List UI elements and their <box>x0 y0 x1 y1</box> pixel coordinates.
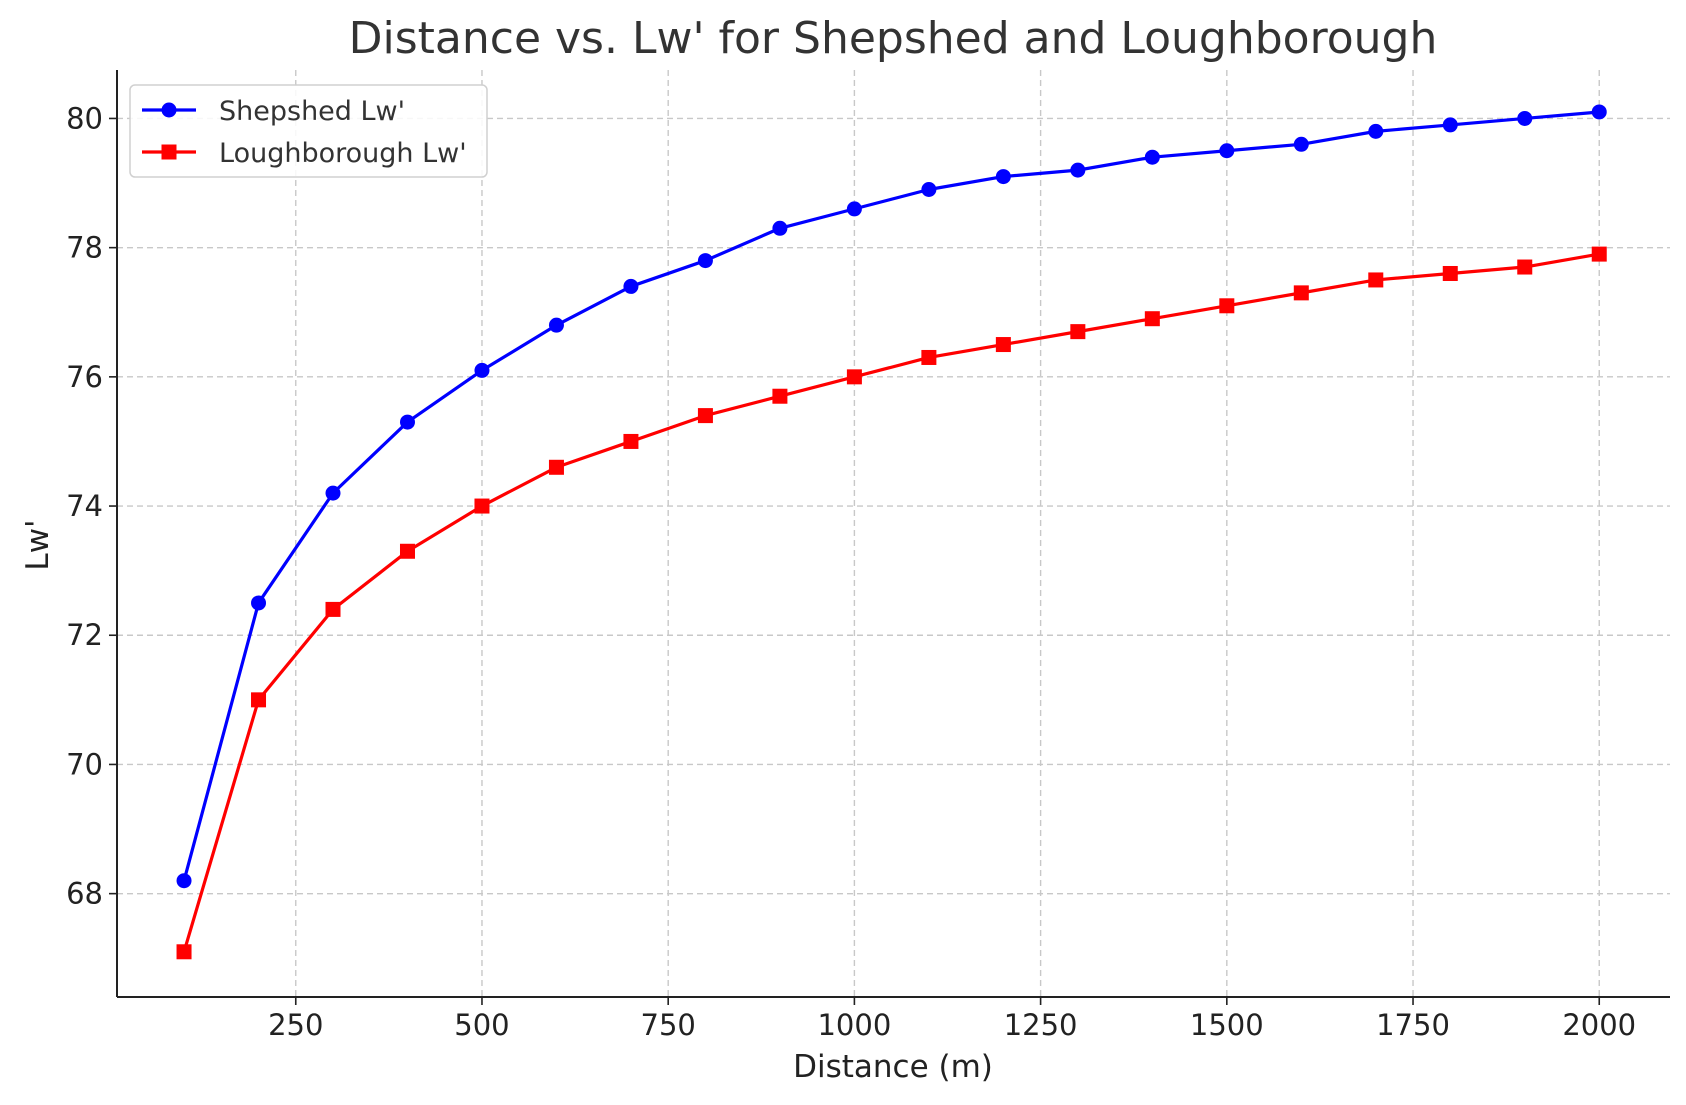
y-tick-label: 76 <box>66 360 103 394</box>
data-point-square <box>1517 259 1533 275</box>
y-tick-label: 78 <box>66 231 103 265</box>
data-point-square <box>176 944 192 960</box>
data-point-square <box>325 601 341 617</box>
y-axis-label: Lw' <box>20 519 56 570</box>
data-point-circle <box>772 220 788 236</box>
data-point-square <box>1070 324 1086 340</box>
data-point-circle <box>1517 110 1533 126</box>
data-point-circle <box>697 253 713 269</box>
axes-spines <box>116 70 1670 998</box>
series-line-0 <box>182 110 1600 882</box>
data-point-circle <box>846 201 862 217</box>
x-tick-label: 1250 <box>1004 1008 1078 1042</box>
data-point-circle <box>1219 143 1235 159</box>
data-point-circle <box>399 414 415 430</box>
y-tick-label: 80 <box>66 101 103 135</box>
data-point-square <box>697 408 713 424</box>
data-point-circle <box>623 278 639 294</box>
x-tick-label: 250 <box>268 1008 323 1042</box>
data-point-square <box>1293 285 1309 301</box>
data-point-square <box>548 459 564 475</box>
grid <box>117 70 1670 997</box>
data-point-square <box>1368 272 1384 288</box>
x-tick-label: 500 <box>454 1008 509 1042</box>
y-tick-label: 72 <box>66 618 103 652</box>
data-point-square <box>921 349 937 365</box>
x-tick-label: 1500 <box>1190 1008 1264 1042</box>
y-tick-label: 68 <box>66 877 103 911</box>
series-line-1 <box>182 252 1600 953</box>
data-point-circle <box>325 485 341 501</box>
x-tick-label: 1000 <box>817 1008 891 1042</box>
y-tick-label: 70 <box>66 747 103 781</box>
axis-ticks: 250 500 750 1000 1250 1500 1750 2000 68 70 72 74 76 7… <box>66 101 1636 1042</box>
data-point-circle <box>1591 104 1607 120</box>
data-point-square <box>474 498 490 514</box>
data-point-circle <box>1368 123 1384 139</box>
data-point-square <box>251 692 267 708</box>
legend-label: Loughborough Lw' <box>219 138 467 169</box>
data-point-square <box>995 337 1011 353</box>
data-point-square <box>772 388 788 404</box>
data-point-circle <box>474 362 490 378</box>
legend: Shepshed Lw' Loughborough Lw' <box>129 84 488 178</box>
data-point-circle <box>251 595 267 611</box>
series-layer <box>176 104 1607 960</box>
data-point-square <box>1591 246 1607 262</box>
x-axis-label: Distance (m) <box>793 1049 993 1085</box>
x-tick-label: 1750 <box>1376 1008 1450 1042</box>
data-point-circle <box>176 873 192 889</box>
legend-label: Shepshed Lw' <box>219 96 405 127</box>
data-point-square <box>623 433 639 449</box>
data-point-square <box>1144 311 1160 327</box>
data-point-circle <box>548 317 564 333</box>
data-point-circle <box>1293 136 1309 152</box>
data-point-circle <box>1442 117 1458 133</box>
data-point-square <box>1219 298 1235 314</box>
data-point-circle <box>921 182 937 198</box>
legend-marker-square <box>161 144 177 160</box>
legend-box <box>129 84 488 178</box>
data-point-square <box>399 543 415 559</box>
data-point-circle <box>1070 162 1086 178</box>
data-point-square <box>846 369 862 385</box>
data-point-circle <box>1144 149 1160 165</box>
y-tick-label: 74 <box>66 489 103 523</box>
x-tick-label: 2000 <box>1562 1008 1636 1042</box>
chart-title: Distance vs. Lw' for Shepshed and Loughb… <box>349 13 1438 64</box>
data-point-square <box>1442 265 1458 281</box>
data-point-circle <box>995 169 1011 185</box>
x-tick-label: 750 <box>641 1008 696 1042</box>
legend-marker-circle <box>161 102 177 118</box>
